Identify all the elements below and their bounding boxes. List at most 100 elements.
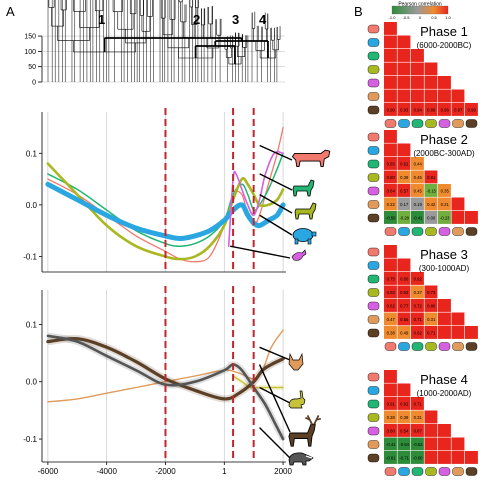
matrix-cell (384, 35, 397, 49)
matrix-cell-value: -0.23 (440, 215, 450, 220)
matrix-cell-value: 0.73 (427, 290, 436, 295)
matrix-row-species-icon (367, 51, 380, 61)
matrix-cell (384, 170, 397, 184)
matrix-cell (424, 103, 438, 116)
matrix-cell (451, 437, 465, 451)
matrix-row-species-icon (367, 186, 380, 196)
matrix-cell (384, 312, 397, 326)
matrix-cell-value: 0.85 (387, 161, 396, 166)
matrix-cell (384, 383, 397, 397)
matrix-row-species-icon (367, 132, 380, 142)
matrix-cell-value: 0.90 (387, 107, 396, 112)
matrix-cell (424, 312, 438, 326)
matrix-cell-value: -0.15 (426, 188, 436, 193)
matrix-cell-value: 0.64 (387, 188, 396, 193)
matrix-column-species-icon (384, 227, 397, 236)
ytick-label: 0.0 (26, 201, 38, 210)
matrix-cell (397, 49, 411, 62)
matrix-cell (438, 184, 451, 197)
cluster-label-4: 4 (259, 12, 267, 27)
matrix-cell-value: 0.80 (400, 276, 409, 281)
matrix-cell (384, 299, 397, 312)
matrix-cell (384, 451, 397, 464)
matrix-column-species-icon (438, 119, 451, 128)
matrix-cell (424, 62, 438, 76)
matrix-cell (384, 326, 397, 339)
matrix-column-species-icon (411, 467, 424, 476)
xtick-label: -6000 (38, 467, 59, 476)
matrix-cell-value: 0.45 (414, 175, 423, 180)
matrix-cell (384, 245, 397, 258)
matrix-cell (451, 89, 465, 103)
panel-label-a: A (6, 4, 15, 19)
matrix-cell-value: 0.37 (414, 290, 423, 295)
matrix-cell (411, 312, 424, 326)
matrix-column-species-icon (438, 227, 451, 236)
matrix-cell (465, 326, 478, 339)
phase-title: Phase 3 (420, 247, 468, 262)
xtick-label: 1 (222, 467, 227, 476)
lower-line-plot: 0.1 0.0 -0.1 -6000 -4000 -2000 1 2000 (23, 286, 293, 476)
matrix-cell-value: 0.21 (441, 202, 450, 207)
matrix-cell (384, 76, 397, 89)
matrix-cell-value: -0.64 (399, 442, 409, 447)
matrix-cell (397, 143, 411, 157)
matrix-cell-value: 0.47 (387, 317, 396, 322)
series-line-pig (45, 181, 286, 242)
matrix-cell-value: 0.77 (400, 303, 409, 308)
phase-title: Phase 1 (420, 24, 468, 39)
matrix-cell-value: 0.31 (427, 317, 436, 322)
phase-period: (1000-2000AD) (417, 389, 472, 398)
colorbar-tick-label: -0.5 (403, 15, 411, 20)
matrix-column-species-icon (411, 227, 424, 236)
dendrogram-axis: 0 50 100 150 (24, 34, 285, 87)
matrix-cell (397, 211, 411, 224)
ytick-label: -0.1 (23, 435, 37, 444)
series-line-rabbit (232, 375, 284, 389)
matrix-cell-value: 0.38 (387, 330, 396, 335)
matrix-cell (438, 312, 451, 326)
matrix-cell (411, 397, 424, 410)
matrix-cell (384, 211, 397, 224)
panel-label-b: B (354, 4, 363, 19)
matrix-cell-value: 0.42 (427, 202, 436, 207)
matrix-cell (451, 326, 465, 339)
cluster-label-2: 2 (193, 12, 200, 27)
series-line-deer (46, 336, 285, 401)
deer-leader-line (258, 364, 291, 433)
matrix-cell (397, 184, 411, 197)
matrix-cell-value: 0.62 (414, 330, 423, 335)
matrix-cell (451, 211, 465, 224)
matrix-column-species-icon (411, 119, 424, 128)
dendrogram-tree (47, 0, 281, 82)
matrix-cell (438, 299, 451, 312)
matrix-cell-value: 0.93 (400, 107, 409, 112)
phase-title: Phase 2 (420, 132, 468, 147)
matrix-cell (438, 211, 451, 224)
matrix-cell (424, 89, 438, 103)
matrix-cell-value: -0.28 (399, 215, 409, 220)
phase-period: (2000BC-300AD) (413, 149, 475, 158)
matrix-row-species-icon (367, 453, 380, 463)
matrix-cell (397, 326, 411, 339)
matrix-row-species-icon (367, 24, 380, 34)
matrix-cell-value: 0.92 (414, 276, 423, 281)
matrix-column-species-icon (452, 227, 464, 236)
matrix-cell (424, 299, 438, 312)
pig-icon (292, 228, 317, 245)
matrix-row-species-icon (367, 386, 380, 395)
cluster-label-1: 1 (98, 12, 105, 27)
matrix-cell-value: 0.60 (387, 428, 396, 433)
matrix-row-species-icon (367, 399, 380, 409)
matrix-cell-value: 0.88 (427, 107, 436, 112)
matrix-cell-value: 0.31 (414, 415, 423, 420)
matrix-cell (384, 143, 397, 157)
matrix-row-species-icon (367, 65, 380, 74)
matrix-cell-value: 0.75 (387, 276, 396, 281)
cattle-leader-line (259, 144, 293, 161)
matrix-cell-value: -0.41 (413, 215, 423, 220)
matrix-cell (397, 285, 411, 299)
matrix-cell (424, 197, 438, 211)
dendrogram-ytick-label: 150 (24, 34, 36, 41)
matrix-row-species-icon (367, 159, 380, 169)
